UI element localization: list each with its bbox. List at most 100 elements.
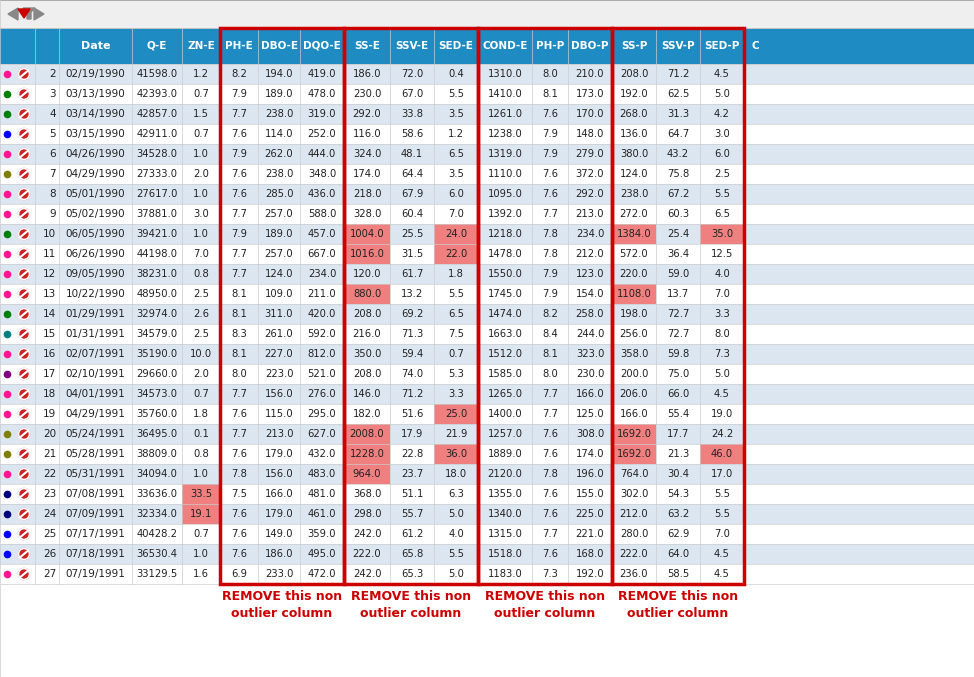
Text: 0.7: 0.7 <box>193 129 209 139</box>
Bar <box>0 204 974 224</box>
Text: 6.9: 6.9 <box>231 569 247 579</box>
Text: 7.0: 7.0 <box>714 289 730 299</box>
Text: 521.0: 521.0 <box>308 369 336 379</box>
Text: REMOVE this non
outlier column: REMOVE this non outlier column <box>485 590 605 620</box>
Text: 186.0: 186.0 <box>353 69 381 79</box>
Text: 1.0: 1.0 <box>193 229 209 239</box>
Bar <box>0 28 974 64</box>
Bar <box>612 424 656 444</box>
Text: 8: 8 <box>50 189 56 199</box>
Text: ZN-E: ZN-E <box>187 41 215 51</box>
Text: 348.0: 348.0 <box>308 169 336 179</box>
Text: 764.0: 764.0 <box>619 469 649 479</box>
Text: 13: 13 <box>43 289 56 299</box>
Text: 483.0: 483.0 <box>308 469 336 479</box>
Text: 257.0: 257.0 <box>265 209 293 219</box>
Text: 25: 25 <box>43 529 56 539</box>
Text: 7.7: 7.7 <box>231 389 247 399</box>
Text: 51.1: 51.1 <box>401 489 423 499</box>
Text: 1340.0: 1340.0 <box>488 509 522 519</box>
Text: 62.9: 62.9 <box>667 529 690 539</box>
Text: 292.0: 292.0 <box>576 189 604 199</box>
Circle shape <box>19 368 29 380</box>
Text: 7.6: 7.6 <box>231 509 247 519</box>
Text: SSV-P: SSV-P <box>661 41 694 51</box>
Text: 25.5: 25.5 <box>401 229 423 239</box>
Text: 59.8: 59.8 <box>667 349 690 359</box>
Text: REMOVE this non
outlier column: REMOVE this non outlier column <box>222 590 342 620</box>
Text: 7.9: 7.9 <box>542 129 558 139</box>
Text: 46.0: 46.0 <box>711 449 733 459</box>
Text: 72.0: 72.0 <box>401 69 423 79</box>
Text: 16: 16 <box>43 349 56 359</box>
Text: 02/07/1991: 02/07/1991 <box>65 349 126 359</box>
Text: 4.5: 4.5 <box>714 389 730 399</box>
Text: 1474.0: 1474.0 <box>488 309 522 319</box>
Text: 1663.0: 1663.0 <box>488 329 522 339</box>
Text: 155.0: 155.0 <box>576 489 604 499</box>
Circle shape <box>19 309 29 320</box>
Text: 7.8: 7.8 <box>543 229 558 239</box>
Text: 23.7: 23.7 <box>401 469 423 479</box>
Text: 32974.0: 32974.0 <box>136 309 177 319</box>
Text: 17.7: 17.7 <box>667 429 690 439</box>
Text: 272.0: 272.0 <box>619 209 649 219</box>
Text: 7.7: 7.7 <box>542 529 558 539</box>
Text: 7.7: 7.7 <box>542 409 558 419</box>
Bar <box>612 444 656 464</box>
Bar <box>0 0 974 28</box>
Bar <box>0 484 974 504</box>
Polygon shape <box>8 8 18 20</box>
Text: 268.0: 268.0 <box>619 109 649 119</box>
Bar <box>0 324 974 344</box>
Text: 42911.0: 42911.0 <box>136 129 177 139</box>
Text: 154.0: 154.0 <box>576 289 604 299</box>
Text: 295.0: 295.0 <box>308 409 336 419</box>
Circle shape <box>19 429 29 439</box>
Text: 3.5: 3.5 <box>448 109 464 119</box>
Text: 2: 2 <box>50 69 56 79</box>
Text: 5.0: 5.0 <box>714 89 730 99</box>
Text: 238.0: 238.0 <box>265 169 293 179</box>
Text: 19: 19 <box>43 409 56 419</box>
Text: 8.4: 8.4 <box>543 329 558 339</box>
Text: 05/28/1991: 05/28/1991 <box>65 449 126 459</box>
Text: 6.5: 6.5 <box>448 309 464 319</box>
Bar <box>0 244 974 264</box>
Text: 58.5: 58.5 <box>667 569 690 579</box>
Text: 1095.0: 1095.0 <box>488 189 522 199</box>
Circle shape <box>19 389 29 399</box>
Text: 71.2: 71.2 <box>401 389 423 399</box>
Text: 4: 4 <box>50 109 56 119</box>
Bar <box>182 504 220 524</box>
Bar <box>0 304 974 324</box>
Polygon shape <box>23 8 35 19</box>
Text: 880.0: 880.0 <box>353 289 381 299</box>
Bar <box>0 384 974 404</box>
Text: 01/29/1991: 01/29/1991 <box>65 309 126 319</box>
Text: 146.0: 146.0 <box>353 389 381 399</box>
Text: 179.0: 179.0 <box>265 509 293 519</box>
Text: 43.2: 43.2 <box>667 149 689 159</box>
Text: 55.4: 55.4 <box>667 409 690 419</box>
Text: 7.6: 7.6 <box>231 549 247 559</box>
Text: 03/14/1990: 03/14/1990 <box>65 109 126 119</box>
Text: 1400.0: 1400.0 <box>488 409 522 419</box>
Text: 7.3: 7.3 <box>714 349 730 359</box>
Bar <box>612 224 656 244</box>
Text: 29660.0: 29660.0 <box>136 369 177 379</box>
Bar <box>0 164 974 184</box>
Text: 20: 20 <box>43 429 56 439</box>
Bar <box>0 424 974 444</box>
Text: 07/19/1991: 07/19/1991 <box>65 569 126 579</box>
Text: Q-E: Q-E <box>147 41 168 51</box>
Text: 7.7: 7.7 <box>231 209 247 219</box>
Bar <box>344 224 390 244</box>
Text: 5: 5 <box>50 129 56 139</box>
Text: 1889.0: 1889.0 <box>488 449 522 459</box>
Text: 10/22/1990: 10/22/1990 <box>65 289 126 299</box>
Text: 3: 3 <box>50 89 56 99</box>
Bar <box>0 344 974 364</box>
Text: 964.0: 964.0 <box>353 469 381 479</box>
Text: 1110.0: 1110.0 <box>488 169 522 179</box>
